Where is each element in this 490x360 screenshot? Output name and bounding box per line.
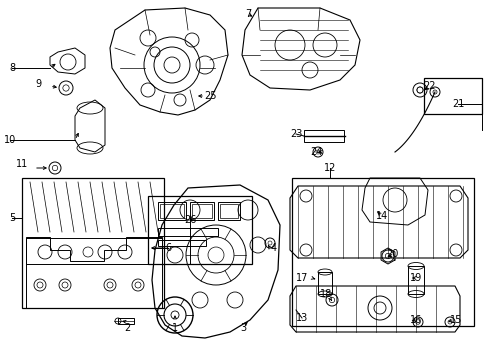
Text: 26: 26 [184,215,196,225]
Text: 7: 7 [245,9,251,19]
Text: 18: 18 [320,289,332,299]
Text: 15: 15 [450,315,462,325]
Bar [292,178,474,326]
Text: 22: 22 [424,81,436,91]
Text: 13: 13 [296,313,308,323]
Bar [148,196,252,264]
Text: 5: 5 [9,213,15,223]
Bar [318,272,332,294]
Text: 3: 3 [240,323,246,333]
Bar [192,204,212,218]
Bar [218,202,240,220]
Text: 2: 2 [124,323,130,333]
Bar [190,202,214,220]
Text: 4: 4 [271,243,277,253]
Text: 11: 11 [16,159,28,169]
Text: 21: 21 [452,99,464,109]
Text: 1: 1 [172,323,178,333]
Bar [408,266,424,294]
Bar [220,204,238,218]
Text: 20: 20 [386,249,398,259]
Text: 10: 10 [4,135,16,145]
Bar [160,204,184,218]
Bar [158,202,186,220]
Bar [158,240,206,246]
Text: 25: 25 [204,91,216,101]
Text: 17: 17 [296,273,308,283]
Bar [158,228,218,236]
Text: 24: 24 [310,147,322,157]
Text: 12: 12 [324,163,336,173]
Bar [26,238,162,264]
Text: 14: 14 [376,211,388,221]
Text: 8: 8 [9,63,15,73]
Text: 9: 9 [35,79,41,89]
Text: 19: 19 [410,273,422,283]
Bar [304,130,344,142]
Text: 6: 6 [165,243,171,253]
Text: 16: 16 [410,315,422,325]
Text: 23: 23 [290,129,302,139]
Bar [118,318,134,324]
Bar [22,178,164,308]
Bar [424,78,482,114]
